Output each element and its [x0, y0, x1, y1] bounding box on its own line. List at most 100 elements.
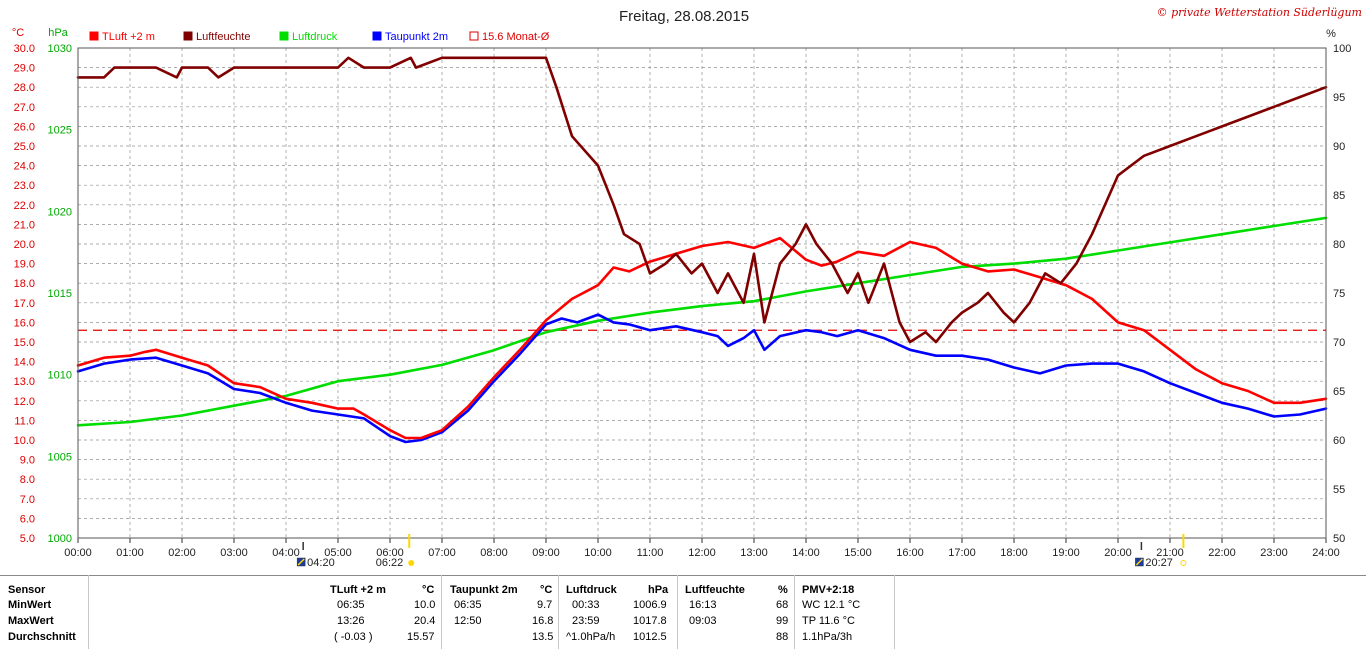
sun-icon [408, 560, 415, 566]
time-tick-label: 17:00 [948, 547, 976, 559]
sun-ray [1135, 558, 1143, 566]
time-tick-label: 23:00 [1260, 547, 1288, 559]
tluft-time: 06:35 [337, 599, 365, 611]
temp-tick-label: 28.0 [14, 82, 35, 94]
temp-tick-label: 6.0 [20, 513, 35, 525]
temp-tick-label: 23.0 [14, 180, 35, 192]
temp-tick-label: 30.0 [14, 43, 35, 55]
temp-tick-label: 9.0 [20, 455, 35, 467]
row-label: Durchschnitt [8, 631, 76, 643]
temp-tick-label: 5.0 [20, 533, 35, 545]
temp-tick-label: 19.0 [14, 259, 35, 271]
feuchte-time: 09:03 [689, 615, 717, 627]
legend-swatch [469, 31, 479, 41]
temp-tick-label: 15.0 [14, 337, 35, 349]
time-tick-label: 02:00 [168, 547, 196, 559]
time-tick-label: 18:00 [1000, 547, 1028, 559]
pressure-tick-label: 1025 [48, 125, 72, 137]
pressure-tick-label: 1005 [48, 451, 72, 463]
chart-title: Freitag, 28.08.2015 [619, 8, 749, 25]
weather-chart: Freitag, 28.08.2015 © private Wetterstat… [12, 6, 1362, 569]
druck-time: ^1.0hPa/h [566, 631, 616, 643]
temp-unit-label: °C [12, 27, 24, 39]
pressure-tick-label: 1000 [48, 533, 72, 545]
pressure-tick-label: 1020 [48, 206, 72, 218]
humidity-axis: 100 95 90 85 80 75 70 65 60 55 50 [1333, 43, 1351, 545]
tluft-time: ( -0.03 ) [334, 631, 373, 643]
temp-tick-label: 21.0 [14, 219, 35, 231]
row-label: MaxWert [8, 615, 54, 627]
time-tick-label: 15:00 [844, 547, 872, 559]
copyright-text: © private Wetterstation Süderlügum [1157, 6, 1362, 19]
temp-tick-label: 14.0 [14, 357, 35, 369]
series-group [76, 56, 1328, 444]
series-line-luftfeuchte [76, 56, 1328, 344]
header-sensor: Sensor [8, 584, 46, 596]
sun-ray [297, 558, 305, 566]
time-tick-label: 12:00 [688, 547, 716, 559]
temp-tick-label: 25.0 [14, 141, 35, 153]
time-axis: 00:00 01:00 02:00 03:00 04:00 05:00 06:00 07:00… [64, 538, 1340, 559]
time-tick-label: 24:00 [1312, 547, 1340, 559]
time-tick-label: 03:00 [220, 547, 248, 559]
time-tick-label: 08:00 [480, 547, 508, 559]
series-line-taupunkt-2m [76, 313, 1328, 444]
humidity-tick-label: 60 [1333, 435, 1345, 447]
pressure-tick-label: 1030 [48, 43, 72, 55]
druck-time: 00:33 [572, 599, 600, 611]
humidity-tick-label: 100 [1333, 43, 1351, 55]
time-tick-label: 14:00 [792, 547, 820, 559]
feuchte-value: 88 [776, 631, 789, 643]
time-tick-label: 16:00 [896, 547, 924, 559]
sun-time-label: 06:22 [376, 557, 404, 569]
temp-tick-label: 13.0 [14, 376, 35, 388]
temp-tick-label: 27.0 [14, 102, 35, 114]
humidity-tick-label: 50 [1333, 533, 1345, 545]
pressure-tick-label: 1015 [48, 288, 72, 300]
pmv-value: WC 12.1 °C [802, 599, 861, 611]
time-tick-label: 22:00 [1208, 547, 1236, 559]
sun-time-label: 20:27 [1145, 557, 1173, 569]
legend-label: Taupunkt 2m [385, 31, 448, 43]
sun-time-label: 04:20 [307, 557, 335, 569]
header-feuchte: Luftfeuchte [685, 584, 745, 596]
temp-tick-label: 22.0 [14, 200, 35, 212]
plot-frame [77, 47, 1327, 539]
temp-tick-label: 20.0 [14, 239, 35, 251]
header-druck: Luftdruck [566, 584, 617, 596]
humidity-tick-label: 70 [1333, 337, 1345, 349]
time-tick-label: 01:00 [116, 547, 144, 559]
temp-tick-label: 18.0 [14, 278, 35, 290]
taupunkt-time: 06:35 [454, 599, 482, 611]
legend-label: Luftfeuchte [196, 31, 250, 43]
pressure-axis: 1030 1025 1020 1015 1010 1005 1000 [48, 43, 72, 545]
time-tick-label: 20:00 [1104, 547, 1132, 559]
header-feuchte-unit: % [778, 584, 788, 596]
feuchte-value: 99 [776, 615, 789, 627]
tluft-value: 10.0 [414, 599, 436, 611]
taupunkt-value: 16.8 [532, 615, 554, 627]
legend-swatch [183, 31, 193, 41]
legend-swatch [279, 31, 289, 41]
temp-tick-label: 10.0 [14, 435, 35, 447]
time-tick-label: 05:00 [324, 547, 352, 559]
legend-label: Luftdruck [292, 31, 338, 43]
tluft-value: 15.57 [407, 631, 435, 643]
sun-markers: 04:20 06:22 20:27 [296, 534, 1187, 569]
time-tick-label: 13:00 [740, 547, 768, 559]
humidity-tick-label: 85 [1333, 190, 1345, 202]
time-tick-label: 10:00 [584, 547, 612, 559]
humidity-tick-label: 80 [1333, 239, 1345, 251]
pressure-tick-label: 1010 [48, 370, 72, 382]
time-tick-label: 00:00 [64, 547, 92, 559]
header-taupunkt: Taupunkt 2m [450, 584, 518, 596]
header-pmv: PMV+2:18 [802, 584, 855, 596]
humidity-tick-label: 65 [1333, 386, 1345, 398]
pressure-unit-label: hPa [48, 27, 68, 39]
time-tick-label: 06:00 [376, 547, 404, 559]
humidity-unit-label: % [1326, 28, 1336, 40]
temp-tick-label: 16.0 [14, 317, 35, 329]
header-druck-unit: hPa [648, 584, 669, 596]
humidity-tick-label: 95 [1333, 92, 1345, 104]
temp-tick-label: 8.0 [20, 474, 35, 486]
